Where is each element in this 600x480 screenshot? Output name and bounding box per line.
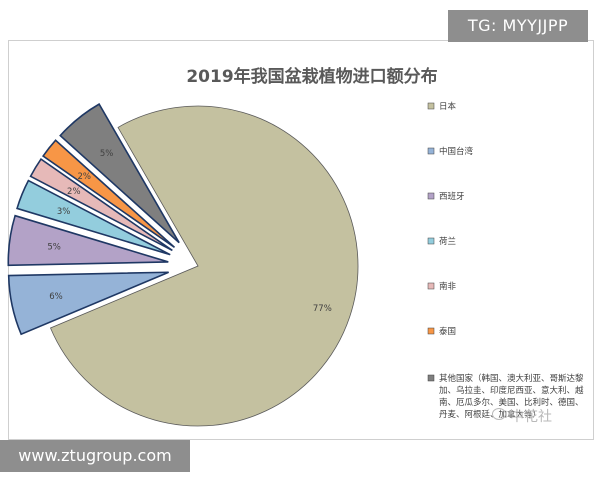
pie-slice-3 — [16, 179, 171, 256]
slice-label-2: 5% — [47, 242, 61, 252]
legend-label-6: 其他国家（韩国、澳大利亚、哥斯达黎加、乌拉圭、印度尼西亚、意大利、越南、厄瓜多尔… — [439, 373, 584, 420]
legend-label-3: 荷兰 — [439, 236, 456, 247]
pie-slice-5 — [41, 139, 176, 249]
legend-label-1: 中国台湾 — [439, 146, 474, 157]
legend-swatch-6 — [427, 374, 435, 382]
pie-slice-4 — [29, 158, 173, 252]
slice-label-0: 77% — [313, 304, 332, 314]
legend-swatch-3 — [427, 237, 435, 245]
legend-swatch-5 — [427, 327, 435, 335]
legend-label-2: 西班牙 — [439, 191, 465, 202]
watermark-bottom: www.ztugroup.com — [0, 440, 190, 472]
slice-label-3: 3% — [57, 207, 71, 217]
legend-swatch-1 — [427, 147, 435, 155]
pie-slice-0 — [49, 105, 359, 427]
watermark-top: TG: MYYJJPP — [448, 10, 588, 42]
legend-swatch-0 — [427, 102, 435, 110]
legend-label-5: 泰国 — [439, 326, 456, 337]
legend-swatch-2 — [427, 192, 435, 200]
chart-title: 2019年我国盆栽植物进口额分布 — [186, 66, 437, 87]
watermark-wechat: 中花社 — [510, 409, 552, 425]
pie-slice-6 — [59, 103, 180, 244]
pie-slice-1 — [7, 271, 169, 336]
legend-label-0: 日本 — [439, 101, 457, 112]
wechat-icon — [492, 408, 506, 420]
slice-label-5: 2% — [77, 172, 91, 182]
slice-label-4: 2% — [67, 187, 81, 197]
legend-label-4: 南非 — [439, 281, 457, 292]
slice-label-6: 5% — [100, 149, 114, 159]
legend-swatch-4 — [427, 282, 435, 290]
slice-label-1: 6% — [49, 292, 63, 302]
pie-slice-2 — [7, 214, 169, 267]
